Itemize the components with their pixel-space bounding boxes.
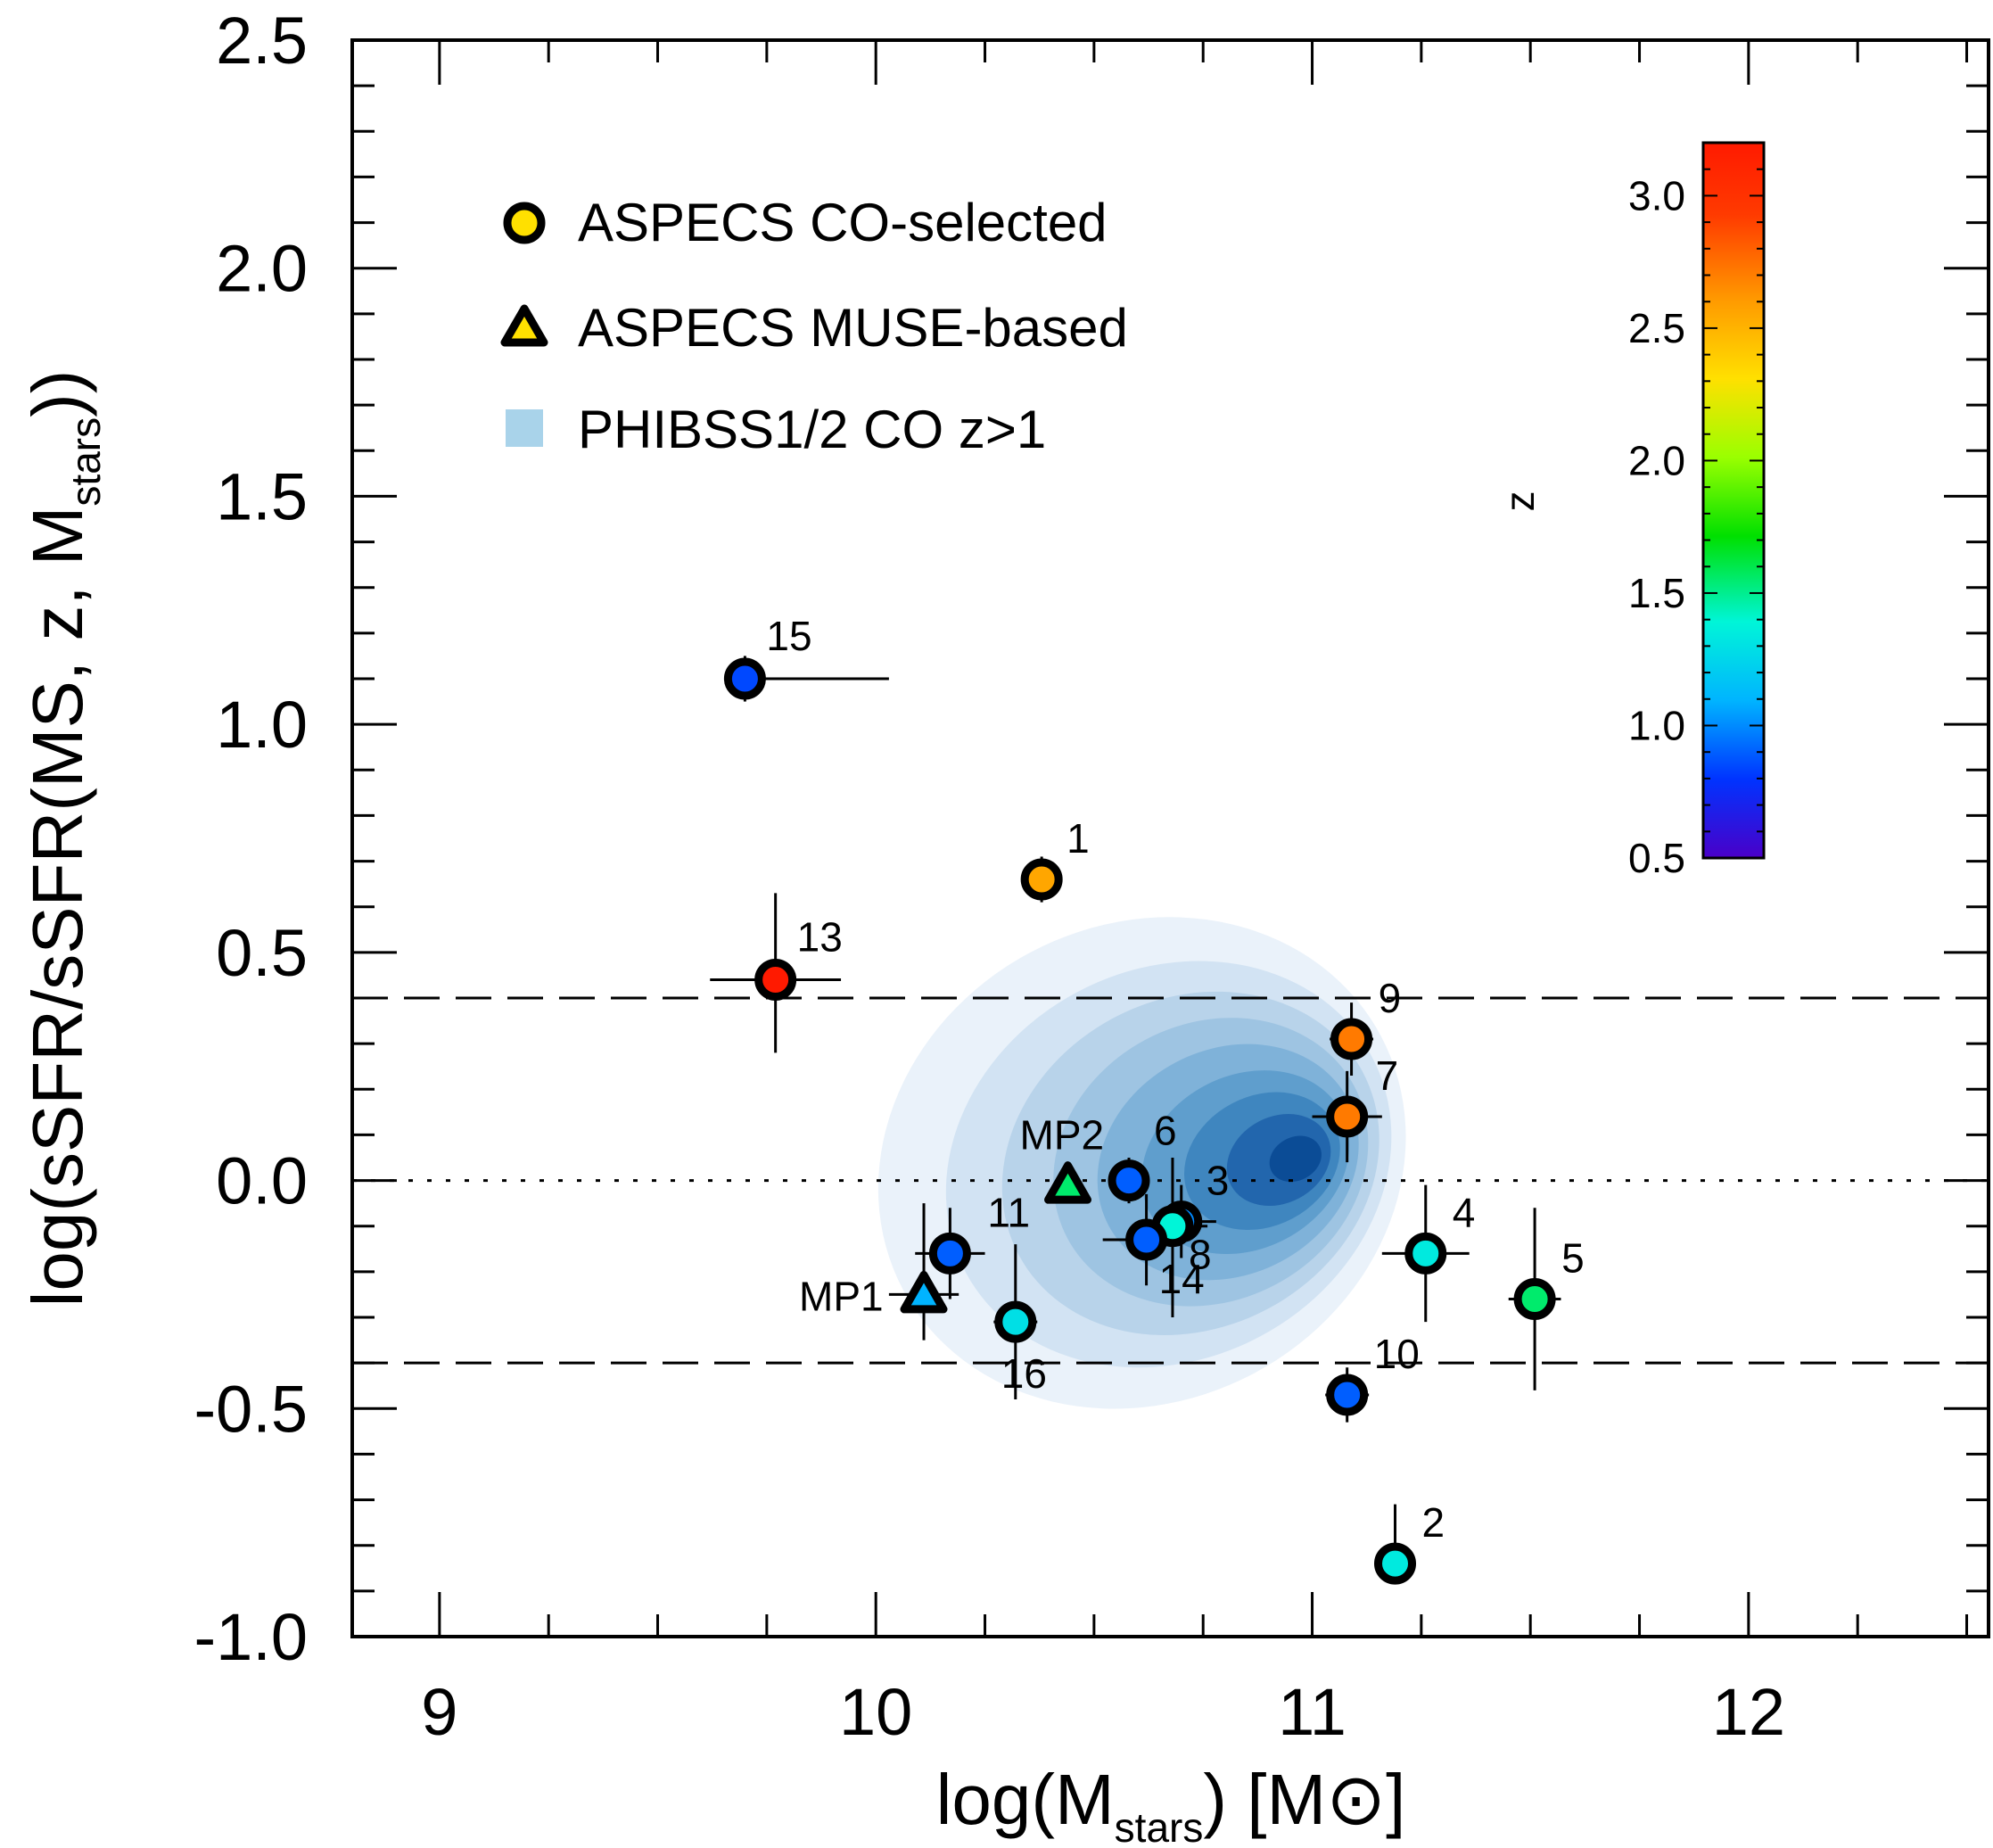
colorbar-tick-label: 0.5 (1628, 835, 1685, 881)
colorbar: 3.0 2.5 2.0 1.5 1.0 0.5 z (1496, 141, 1766, 881)
pt-14-marker (1125, 1218, 1168, 1261)
colorbar-tick-label: 1.0 (1628, 702, 1685, 748)
legend-entry-circle: ASPECS CO-selected (503, 193, 1108, 252)
pt-7-marker (1326, 1095, 1369, 1138)
legend-label-circle: ASPECS CO-selected (578, 193, 1108, 252)
pt-13-label: 13 (797, 914, 843, 961)
pt-16-label: 16 (1001, 1350, 1047, 1397)
pt-3-label: 3 (1207, 1158, 1230, 1204)
pt-5-label: 5 (1561, 1235, 1585, 1282)
legend-triangle-marker (500, 304, 548, 347)
y-tick-label: 2.5 (216, 4, 308, 78)
legend-label-triangle: ASPECS MUSE-based (578, 298, 1128, 358)
pt-1-label: 1 (1067, 815, 1090, 862)
sun-symbol: ⊙ (1326, 1760, 1386, 1839)
y-axis-title-main: log(sSFR/sSFR(MS, z, M (18, 507, 97, 1308)
pt-10-marker (1326, 1374, 1369, 1416)
pt-2-label: 2 (1422, 1499, 1445, 1546)
plot-frame (350, 38, 1990, 1638)
legend: ASPECS CO-selected ASPECS MUSE-based PHI… (500, 193, 1128, 459)
pt-4-marker (1404, 1232, 1447, 1275)
colorbar-tick-label: 2.5 (1628, 305, 1685, 351)
legend-entry-square: PHIBSS1/2 CO z>1 (506, 400, 1046, 459)
pt-9-marker (1330, 1018, 1373, 1060)
x-tick-label: 12 (1712, 1675, 1785, 1749)
colorbar-tick-label: 1.5 (1628, 570, 1685, 616)
x-tick-labels: 9 10 11 12 (421, 1675, 1785, 1749)
x-tick-label: 9 (421, 1675, 457, 1749)
legend-label-square: PHIBSS1/2 CO z>1 (578, 400, 1046, 459)
point-labels: 15 1 13 9 7 63 814 11 4 5 16 10 2 MP2 MP1 (766, 613, 1584, 1546)
pt-mp2-label: MP2 (1020, 1112, 1105, 1159)
pt-2-marker (1374, 1542, 1417, 1585)
colorbar-tick-label: 3.0 (1628, 172, 1685, 219)
pt-10-label: 10 (1374, 1331, 1420, 1377)
colorbar-gradient (1701, 141, 1766, 860)
pt-4-label: 4 (1453, 1189, 1476, 1235)
pt-mp1-label: MP1 (799, 1273, 884, 1319)
x-tick-label: 10 (839, 1675, 912, 1749)
pt-7-label: 7 (1376, 1052, 1399, 1099)
y-axis-title-sub: stars (62, 417, 109, 507)
x-tick-label: 11 (1278, 1675, 1347, 1749)
pt-mp2-marker (1044, 1161, 1092, 1204)
pt-11-marker (928, 1232, 971, 1275)
pt-mp1-marker (900, 1270, 948, 1314)
x-axis-title-sub: stars (1115, 1804, 1204, 1848)
x-axis-title-close: ] (1386, 1760, 1405, 1839)
reference-lines (352, 996, 1989, 1365)
y-tick-label: 1.5 (216, 459, 308, 533)
colorbar-label: z (1496, 491, 1543, 512)
colorbar-tick-label: 2.0 (1628, 437, 1685, 483)
y-tick-label: -1.0 (194, 1600, 308, 1674)
legend-entry-triangle: ASPECS MUSE-based (500, 298, 1128, 358)
pt-16-marker (994, 1300, 1037, 1343)
pt-6-marker (1108, 1159, 1150, 1202)
density-level-9 (1269, 1135, 1322, 1183)
y-tick-label: 1.0 (216, 688, 308, 762)
axis-ticks (352, 40, 1989, 1637)
y-tick-labels: 2.5 2.0 1.5 1.0 0.5 0.0 -0.5 -1.0 (194, 4, 308, 1674)
pt-13-marker (754, 959, 797, 1002)
legend-circle-marker (503, 202, 546, 244)
colorbar-ticks: 3.0 2.5 2.0 1.5 1.0 0.5 (1628, 142, 1764, 881)
pt-5-marker (1513, 1278, 1556, 1321)
y-tick-label: 0.0 (216, 1144, 308, 1218)
pt-15-marker (723, 657, 766, 700)
pt-15-label: 15 (766, 613, 811, 659)
pt-9-label: 9 (1379, 975, 1402, 1021)
phibss-density-contours (877, 917, 1406, 1409)
pt-14-label: 14 (1159, 1256, 1205, 1302)
data-markers (723, 657, 1556, 1585)
pt-8-label: 8 (1189, 1232, 1212, 1278)
y-axis-title: log(sSFR/sSFR(MS, z, Mstars)) (18, 370, 109, 1308)
y-axis-title-tail: )) (18, 370, 97, 417)
x-axis-title: log(Mstars) [M⊙] (936, 1760, 1406, 1848)
x-axis-title-tail: ) [M (1203, 1760, 1326, 1839)
y-tick-label: 2.0 (216, 232, 308, 306)
legend-square-marker (506, 409, 543, 447)
y-tick-label: -0.5 (194, 1372, 308, 1446)
y-tick-label: 0.5 (216, 916, 308, 990)
pt-11-label: 11 (987, 1189, 1030, 1235)
x-axis-title-main: log(M (936, 1760, 1115, 1839)
pt-1-marker (1020, 858, 1063, 901)
pt-6-label: 6 (1154, 1108, 1177, 1154)
